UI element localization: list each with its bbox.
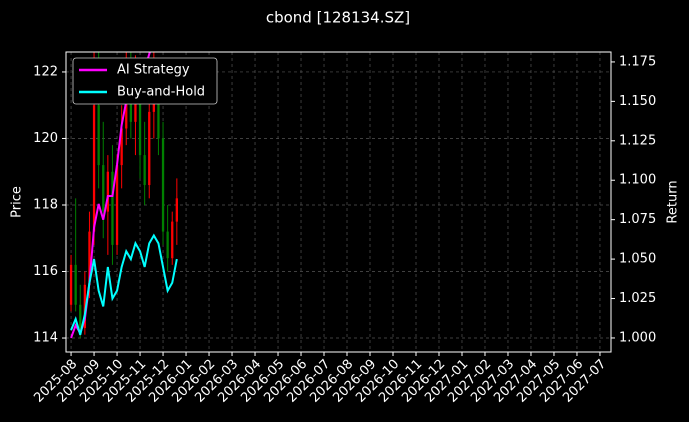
candle-body xyxy=(88,231,91,285)
candle-body xyxy=(79,304,82,329)
candle-body xyxy=(115,165,119,245)
candle-body xyxy=(106,171,110,212)
return-line xyxy=(70,233,178,336)
candle-body xyxy=(148,111,151,186)
candle-body xyxy=(92,105,96,232)
candle-body xyxy=(166,231,169,259)
candle-body xyxy=(161,138,165,232)
y2-tick-label: 1.125 xyxy=(619,133,656,148)
candle-body xyxy=(134,88,137,122)
candle-body xyxy=(83,284,87,329)
y-tick-label: 116 xyxy=(33,264,58,279)
legend-label: Buy-and-Hold xyxy=(117,85,205,100)
y-tick-label: 120 xyxy=(33,131,58,146)
y2-tick-label: 1.075 xyxy=(619,212,656,227)
candle-body xyxy=(111,171,114,245)
y2-axis-label: Return xyxy=(666,180,681,223)
legend-box xyxy=(72,57,218,105)
candle-body xyxy=(97,105,100,166)
y-tick-label: 118 xyxy=(33,197,58,212)
candle-body xyxy=(171,221,174,259)
y2-tick-label: 1.150 xyxy=(619,94,656,109)
candle-body xyxy=(143,155,146,186)
y2-tick-label: 1.100 xyxy=(619,173,656,188)
chart-title: cbond [128134.SZ] xyxy=(266,9,410,27)
candle-body xyxy=(69,264,73,305)
plot-frame xyxy=(65,51,612,353)
candle-body xyxy=(157,85,160,139)
y2-tick-label: 1.025 xyxy=(619,291,656,306)
candle-body xyxy=(74,264,77,305)
y-axis-label: Price xyxy=(10,186,25,218)
y-tick-label: 122 xyxy=(33,64,58,79)
y-tick-label: 114 xyxy=(33,331,58,346)
legend-label: AI Strategy xyxy=(117,63,190,78)
y2-tick-label: 1.050 xyxy=(619,252,656,267)
candle-body xyxy=(102,165,105,212)
candle-body xyxy=(120,128,123,166)
y2-tick-label: 1.000 xyxy=(619,330,656,345)
y2-tick-label: 1.175 xyxy=(619,54,656,69)
candle-body xyxy=(138,88,142,156)
candle-body xyxy=(175,198,178,222)
